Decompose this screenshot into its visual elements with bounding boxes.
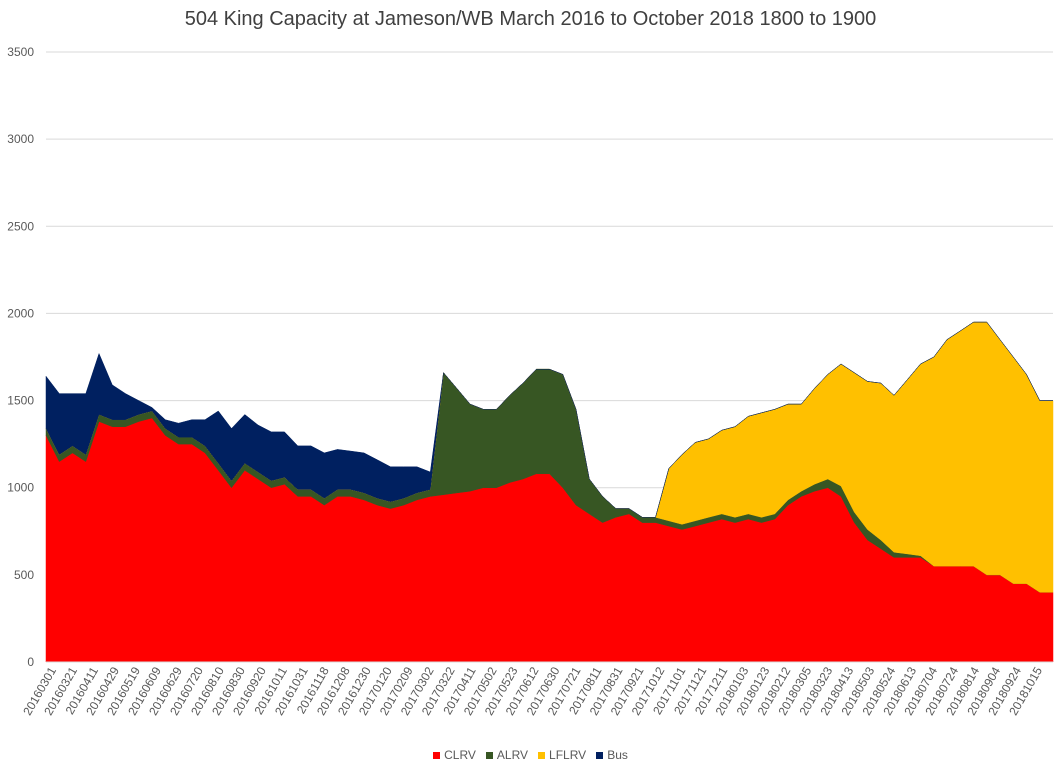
y-tick-label: 2000 [7, 306, 34, 320]
legend-label: CLRV [444, 748, 476, 762]
y-tick-label: 0 [27, 655, 34, 669]
legend-item-lflrv: LFLRV [538, 748, 586, 762]
legend-item-clrv: CLRV [433, 748, 476, 762]
y-tick-label: 3000 [7, 132, 34, 146]
series-bus-area [45, 321, 1053, 518]
legend-swatch [485, 752, 493, 759]
legend-item-alrv: ALRV [485, 748, 529, 762]
legend-swatch [433, 752, 441, 759]
y-tick-label: 1500 [7, 394, 34, 408]
legend-item-bus: Bus [596, 748, 628, 762]
legend-label: LFLRV [549, 748, 587, 762]
legend-swatch [596, 752, 604, 759]
legend-label: ALRV [496, 748, 529, 762]
chart-legend: CLRV ALRV LFLRV Bus [0, 748, 1061, 762]
y-tick-label: 3500 [7, 45, 34, 59]
chart-title: 504 King Capacity at Jameson/WB March 20… [184, 8, 877, 30]
y-tick-label: 500 [14, 568, 34, 582]
y-tick-label: 2500 [7, 219, 34, 233]
legend-swatch [538, 752, 546, 759]
legend-label: Bus [607, 748, 628, 762]
y-tick-label: 1000 [7, 481, 34, 495]
